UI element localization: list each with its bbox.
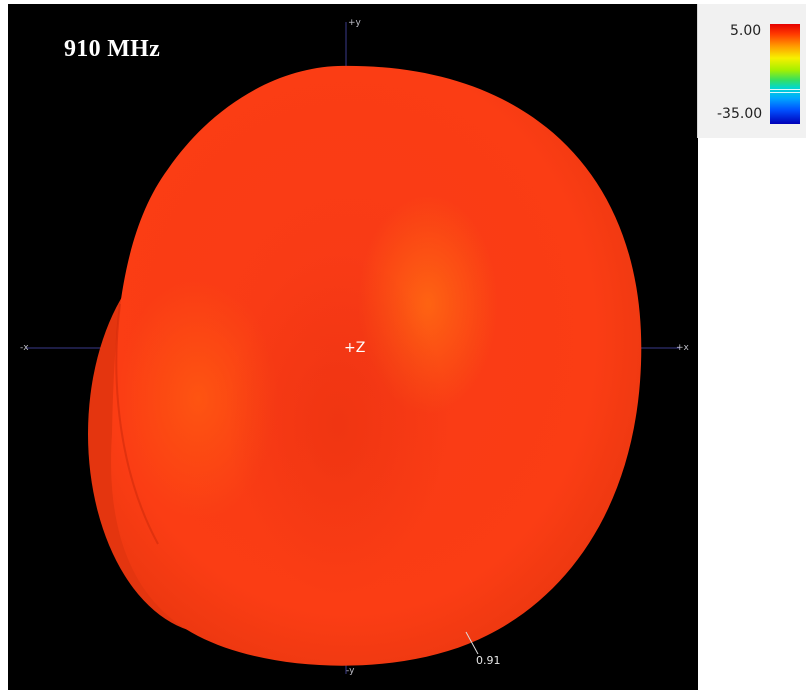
pattern-shade-center: [228, 254, 448, 594]
axis-label-plus-y: +y: [348, 18, 361, 28]
value-label: 0.91: [476, 654, 501, 667]
radiation-pattern-viewport[interactable]: 910 MHz +y -y -x +x +Z 0.91: [8, 4, 698, 690]
legend-bar-divider: [770, 89, 800, 90]
value-leader-line: [465, 631, 479, 655]
frequency-label: 910 MHz: [64, 36, 161, 62]
axis-label-minus-x: -x: [20, 343, 29, 353]
legend-min-label: -35.00: [717, 106, 763, 122]
legend-bar-divider: [770, 92, 800, 93]
legend-color-bar: [770, 24, 800, 124]
color-scale-legend: 5.00 -35.00: [697, 4, 806, 138]
axis-label-plus-x: +x: [676, 343, 689, 353]
pattern-seam: [115, 303, 159, 545]
axis-label-plus-z: +Z: [344, 340, 366, 356]
legend-max-label: 5.00: [730, 23, 762, 39]
radiation-pattern-svg: [26, 22, 680, 674]
axis-label-minus-y: -y: [346, 666, 355, 676]
